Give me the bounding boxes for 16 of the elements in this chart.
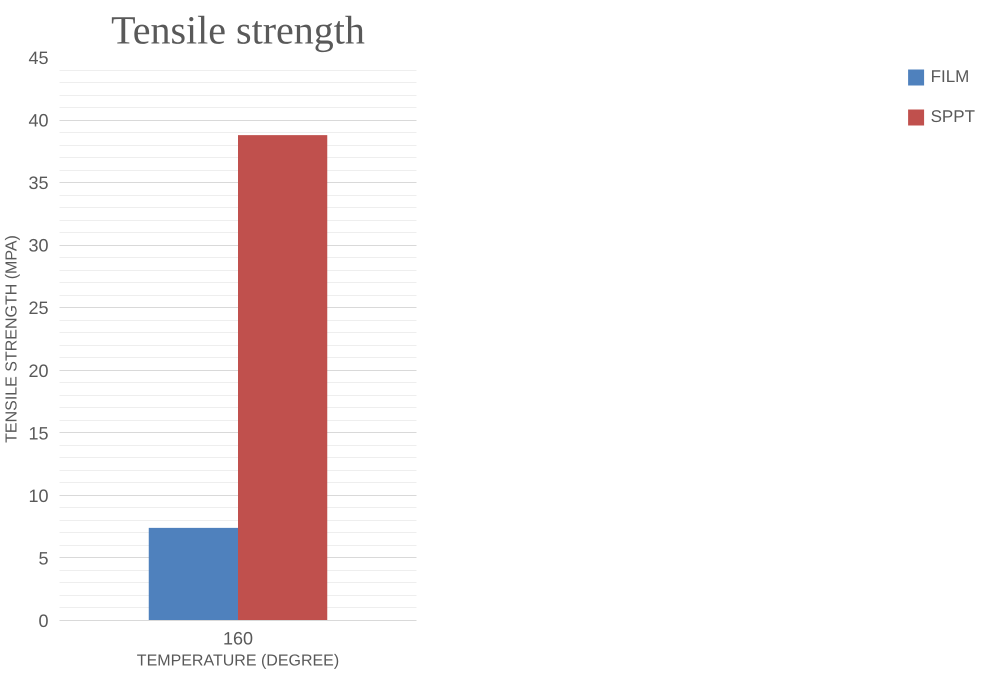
y-tick-label: 45 [28, 48, 49, 68]
y-tick-label: 35 [28, 173, 49, 194]
legend-label: FILM [930, 67, 970, 87]
x-tick-label: 160 [222, 628, 254, 648]
y-axis-title: TENSILE STRENGTH (MPA) [3, 235, 20, 443]
y-tick-label: 40 [28, 110, 49, 131]
y-tick-label: 25 [28, 298, 49, 318]
y-tick-label: 15 [28, 423, 49, 444]
y-tick-label: 5 [38, 548, 49, 568]
chart-title: Tensile strength [111, 8, 365, 52]
legend-label: SPPT [930, 107, 975, 127]
y-tick-label: 10 [28, 486, 49, 506]
y-tick-label: 0 [38, 611, 49, 631]
y-tick-label: 20 [28, 360, 49, 381]
x-axis-title: TEMPERATURE (DEGREE) [136, 652, 340, 670]
y-tick-label: 30 [28, 236, 49, 256]
